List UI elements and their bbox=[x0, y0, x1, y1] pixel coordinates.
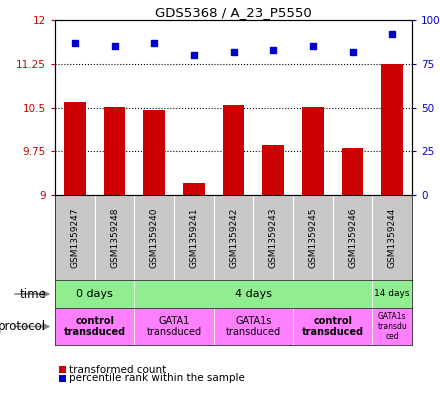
Bar bbox=[134, 308, 214, 345]
Bar bbox=[103, 108, 125, 195]
Text: 0 days: 0 days bbox=[76, 289, 113, 299]
Point bbox=[230, 48, 237, 55]
Text: GATA1
transduced: GATA1 transduced bbox=[147, 316, 202, 337]
Point bbox=[389, 31, 396, 37]
Text: GSM1359246: GSM1359246 bbox=[348, 207, 357, 268]
Bar bbox=[341, 148, 363, 195]
Text: GSM1359247: GSM1359247 bbox=[70, 207, 79, 268]
Point bbox=[270, 47, 277, 53]
Bar bbox=[223, 105, 244, 195]
Title: GDS5368 / A_23_P5550: GDS5368 / A_23_P5550 bbox=[155, 6, 312, 19]
Bar bbox=[214, 308, 293, 345]
Text: protocol: protocol bbox=[0, 320, 46, 333]
Text: 4 days: 4 days bbox=[235, 289, 272, 299]
Text: GSM1359243: GSM1359243 bbox=[269, 207, 278, 268]
Point bbox=[71, 40, 78, 46]
Bar bbox=[134, 280, 372, 308]
Bar bbox=[55, 308, 134, 345]
Point bbox=[150, 40, 158, 46]
Text: 14 days: 14 days bbox=[374, 290, 410, 299]
Point bbox=[349, 48, 356, 55]
Text: GSM1359245: GSM1359245 bbox=[308, 207, 317, 268]
Bar bbox=[143, 110, 165, 195]
Text: time: time bbox=[19, 288, 46, 301]
Bar bbox=[293, 308, 372, 345]
Bar bbox=[55, 280, 134, 308]
Bar bbox=[372, 308, 412, 345]
Text: GATA1s
transdu
ced: GATA1s transdu ced bbox=[377, 312, 407, 342]
Text: GSM1359240: GSM1359240 bbox=[150, 207, 159, 268]
Text: GSM1359241: GSM1359241 bbox=[189, 207, 198, 268]
Text: percentile rank within the sample: percentile rank within the sample bbox=[69, 373, 245, 383]
Text: transformed count: transformed count bbox=[69, 365, 166, 375]
Point bbox=[191, 52, 198, 58]
Bar bbox=[64, 102, 86, 195]
Text: GSM1359248: GSM1359248 bbox=[110, 207, 119, 268]
Bar bbox=[183, 183, 205, 195]
Text: control
transduced: control transduced bbox=[301, 316, 364, 337]
Bar bbox=[372, 280, 412, 308]
Point bbox=[111, 43, 118, 50]
Bar bbox=[262, 145, 284, 195]
Bar bbox=[302, 108, 324, 195]
Text: GSM1359242: GSM1359242 bbox=[229, 208, 238, 268]
Bar bbox=[381, 64, 403, 195]
Text: control
transduced: control transduced bbox=[64, 316, 126, 337]
Point bbox=[309, 43, 316, 50]
Text: GSM1359244: GSM1359244 bbox=[388, 208, 397, 268]
Text: GATA1s
transduced: GATA1s transduced bbox=[226, 316, 281, 337]
